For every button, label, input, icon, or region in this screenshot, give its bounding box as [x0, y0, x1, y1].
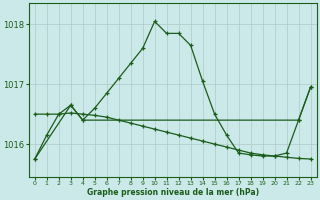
- X-axis label: Graphe pression niveau de la mer (hPa): Graphe pression niveau de la mer (hPa): [87, 188, 259, 197]
